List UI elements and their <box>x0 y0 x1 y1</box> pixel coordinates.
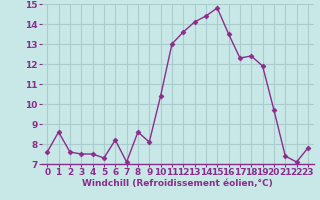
X-axis label: Windchill (Refroidissement éolien,°C): Windchill (Refroidissement éolien,°C) <box>82 179 273 188</box>
